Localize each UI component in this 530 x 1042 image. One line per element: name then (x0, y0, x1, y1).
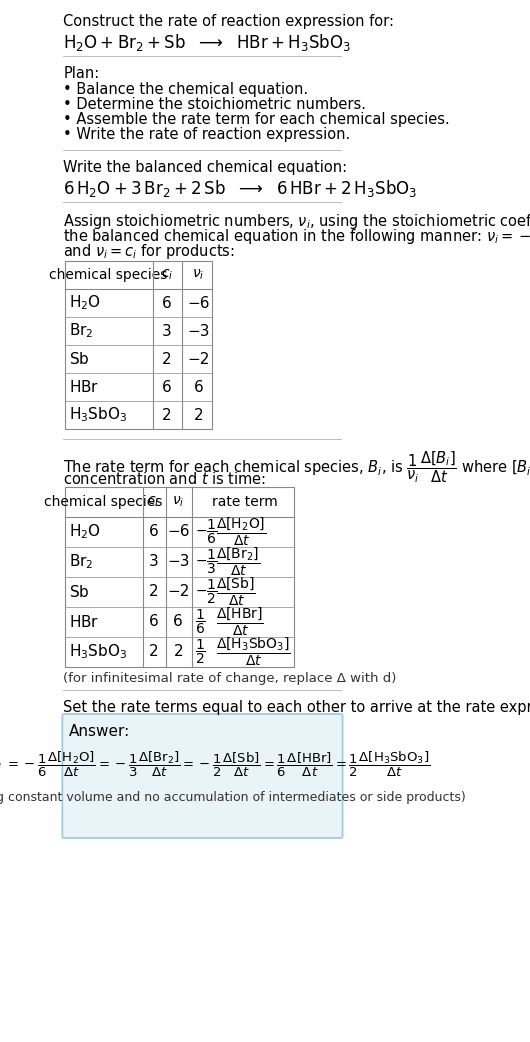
FancyBboxPatch shape (63, 714, 342, 838)
Text: 3: 3 (148, 554, 158, 570)
Text: $\dfrac{\Delta[\mathrm{Br_2}]}{\Delta t}$: $\dfrac{\Delta[\mathrm{Br_2}]}{\Delta t}… (216, 546, 260, 578)
Text: $\mathrm{HBr}$: $\mathrm{HBr}$ (69, 614, 99, 630)
Text: 2: 2 (148, 585, 158, 599)
Text: $\dfrac{\Delta[\mathrm{HBr}]}{\Delta t}$: $\dfrac{\Delta[\mathrm{HBr}]}{\Delta t}$ (216, 605, 263, 638)
Text: −6: −6 (167, 524, 189, 540)
Text: $\mathrm{H_2O}$: $\mathrm{H_2O}$ (69, 294, 101, 313)
Text: $\dfrac{1}{2}$: $\dfrac{1}{2}$ (195, 638, 206, 666)
Text: $c_i$: $c_i$ (161, 268, 173, 282)
Text: $\nu_i$: $\nu_i$ (192, 268, 205, 282)
Text: 6: 6 (162, 296, 172, 311)
Text: $\mathrm{6\,H_2O + 3\,Br_2 + 2\,Sb}$  $\longrightarrow$  $\mathrm{6\,HBr + 2\,H_: $\mathrm{6\,H_2O + 3\,Br_2 + 2\,Sb}$ $\l… (64, 178, 418, 199)
Text: Set the rate terms equal to each other to arrive at the rate expression:: Set the rate terms equal to each other t… (64, 700, 530, 715)
Text: rate $= -\dfrac{1}{6}\dfrac{\Delta[\mathrm{H_2O}]}{\Delta t} = -\dfrac{1}{3}\dfr: rate $= -\dfrac{1}{6}\dfrac{\Delta[\math… (0, 749, 430, 778)
Text: The rate term for each chemical species, $B_i$, is $\dfrac{1}{\nu_i}\dfrac{\Delt: The rate term for each chemical species,… (64, 449, 530, 485)
Text: $\dfrac{\Delta[\mathrm{H_2O}]}{\Delta t}$: $\dfrac{\Delta[\mathrm{H_2O}]}{\Delta t}… (216, 516, 266, 548)
Text: Assign stoichiometric numbers, $\nu_i$, using the stoichiometric coefficients, $: Assign stoichiometric numbers, $\nu_i$, … (64, 212, 530, 231)
Text: Answer:: Answer: (69, 724, 130, 739)
Text: $-\dfrac{1}{3}$: $-\dfrac{1}{3}$ (195, 548, 217, 576)
Text: 2: 2 (162, 351, 172, 367)
Text: • Determine the stoichiometric numbers.: • Determine the stoichiometric numbers. (64, 97, 366, 111)
Text: 6: 6 (148, 615, 158, 629)
Text: −3: −3 (167, 554, 189, 570)
Text: (assuming constant volume and no accumulation of intermediates or side products): (assuming constant volume and no accumul… (0, 792, 466, 804)
Text: $-\dfrac{1}{2}$: $-\dfrac{1}{2}$ (195, 578, 217, 606)
Text: 2: 2 (194, 407, 204, 422)
Text: $\mathrm{Sb}$: $\mathrm{Sb}$ (69, 351, 90, 367)
Text: −6: −6 (188, 296, 210, 311)
Text: Write the balanced chemical equation:: Write the balanced chemical equation: (64, 160, 348, 175)
Text: $\mathrm{Br_2}$: $\mathrm{Br_2}$ (69, 322, 93, 341)
Text: the balanced chemical equation in the following manner: $\nu_i = -c_i$ for react: the balanced chemical equation in the fo… (64, 227, 530, 246)
Text: 6: 6 (173, 615, 183, 629)
Text: 2: 2 (173, 645, 183, 660)
Text: −3: −3 (188, 323, 210, 339)
Bar (65, 260, 212, 429)
Text: $\mathrm{HBr}$: $\mathrm{HBr}$ (69, 379, 99, 395)
Text: and $\nu_i = c_i$ for products:: and $\nu_i = c_i$ for products: (64, 242, 235, 260)
Text: 2: 2 (148, 645, 158, 660)
Text: 3: 3 (162, 323, 172, 339)
Text: (for infinitesimal rate of change, replace Δ with d): (for infinitesimal rate of change, repla… (64, 672, 397, 685)
Text: concentration and $t$ is time:: concentration and $t$ is time: (64, 471, 267, 487)
Text: $\mathrm{H_2O + Br_2 + Sb}$  $\longrightarrow$  $\mathrm{HBr + H_3SbO_3}$: $\mathrm{H_2O + Br_2 + Sb}$ $\longrighta… (64, 32, 351, 53)
Text: Plan:: Plan: (64, 66, 100, 81)
Text: $-\dfrac{1}{6}$: $-\dfrac{1}{6}$ (195, 518, 217, 546)
Text: $\mathrm{Br_2}$: $\mathrm{Br_2}$ (69, 552, 93, 571)
Bar (65, 487, 294, 667)
Text: rate term: rate term (213, 495, 278, 508)
Text: $\mathrm{H_3SbO_3}$: $\mathrm{H_3SbO_3}$ (69, 405, 127, 424)
Text: • Balance the chemical equation.: • Balance the chemical equation. (64, 82, 308, 97)
Text: $\mathrm{H_3SbO_3}$: $\mathrm{H_3SbO_3}$ (69, 643, 127, 662)
Text: $\nu_i$: $\nu_i$ (172, 495, 184, 510)
Text: Construct the rate of reaction expression for:: Construct the rate of reaction expressio… (64, 14, 394, 29)
Text: −2: −2 (188, 351, 210, 367)
Text: 6: 6 (148, 524, 158, 540)
Text: 6: 6 (162, 379, 172, 395)
Text: $\mathrm{Sb}$: $\mathrm{Sb}$ (69, 584, 90, 600)
Text: 6: 6 (194, 379, 204, 395)
Text: $\dfrac{1}{6}$: $\dfrac{1}{6}$ (195, 607, 206, 637)
Text: $\dfrac{\Delta[\mathrm{Sb}]}{\Delta t}$: $\dfrac{\Delta[\mathrm{Sb}]}{\Delta t}$ (216, 576, 255, 609)
Text: • Assemble the rate term for each chemical species.: • Assemble the rate term for each chemic… (64, 111, 450, 127)
Text: −2: −2 (167, 585, 189, 599)
Text: chemical species: chemical species (43, 495, 162, 508)
Text: $c_i$: $c_i$ (147, 495, 160, 510)
Text: 2: 2 (162, 407, 172, 422)
Text: • Write the rate of reaction expression.: • Write the rate of reaction expression. (64, 127, 351, 142)
Text: $\mathrm{H_2O}$: $\mathrm{H_2O}$ (69, 523, 101, 542)
Text: $\dfrac{\Delta[\mathrm{H_3SbO_3}]}{\Delta t}$: $\dfrac{\Delta[\mathrm{H_3SbO_3}]}{\Delt… (216, 636, 290, 668)
Text: chemical species: chemical species (49, 268, 167, 282)
